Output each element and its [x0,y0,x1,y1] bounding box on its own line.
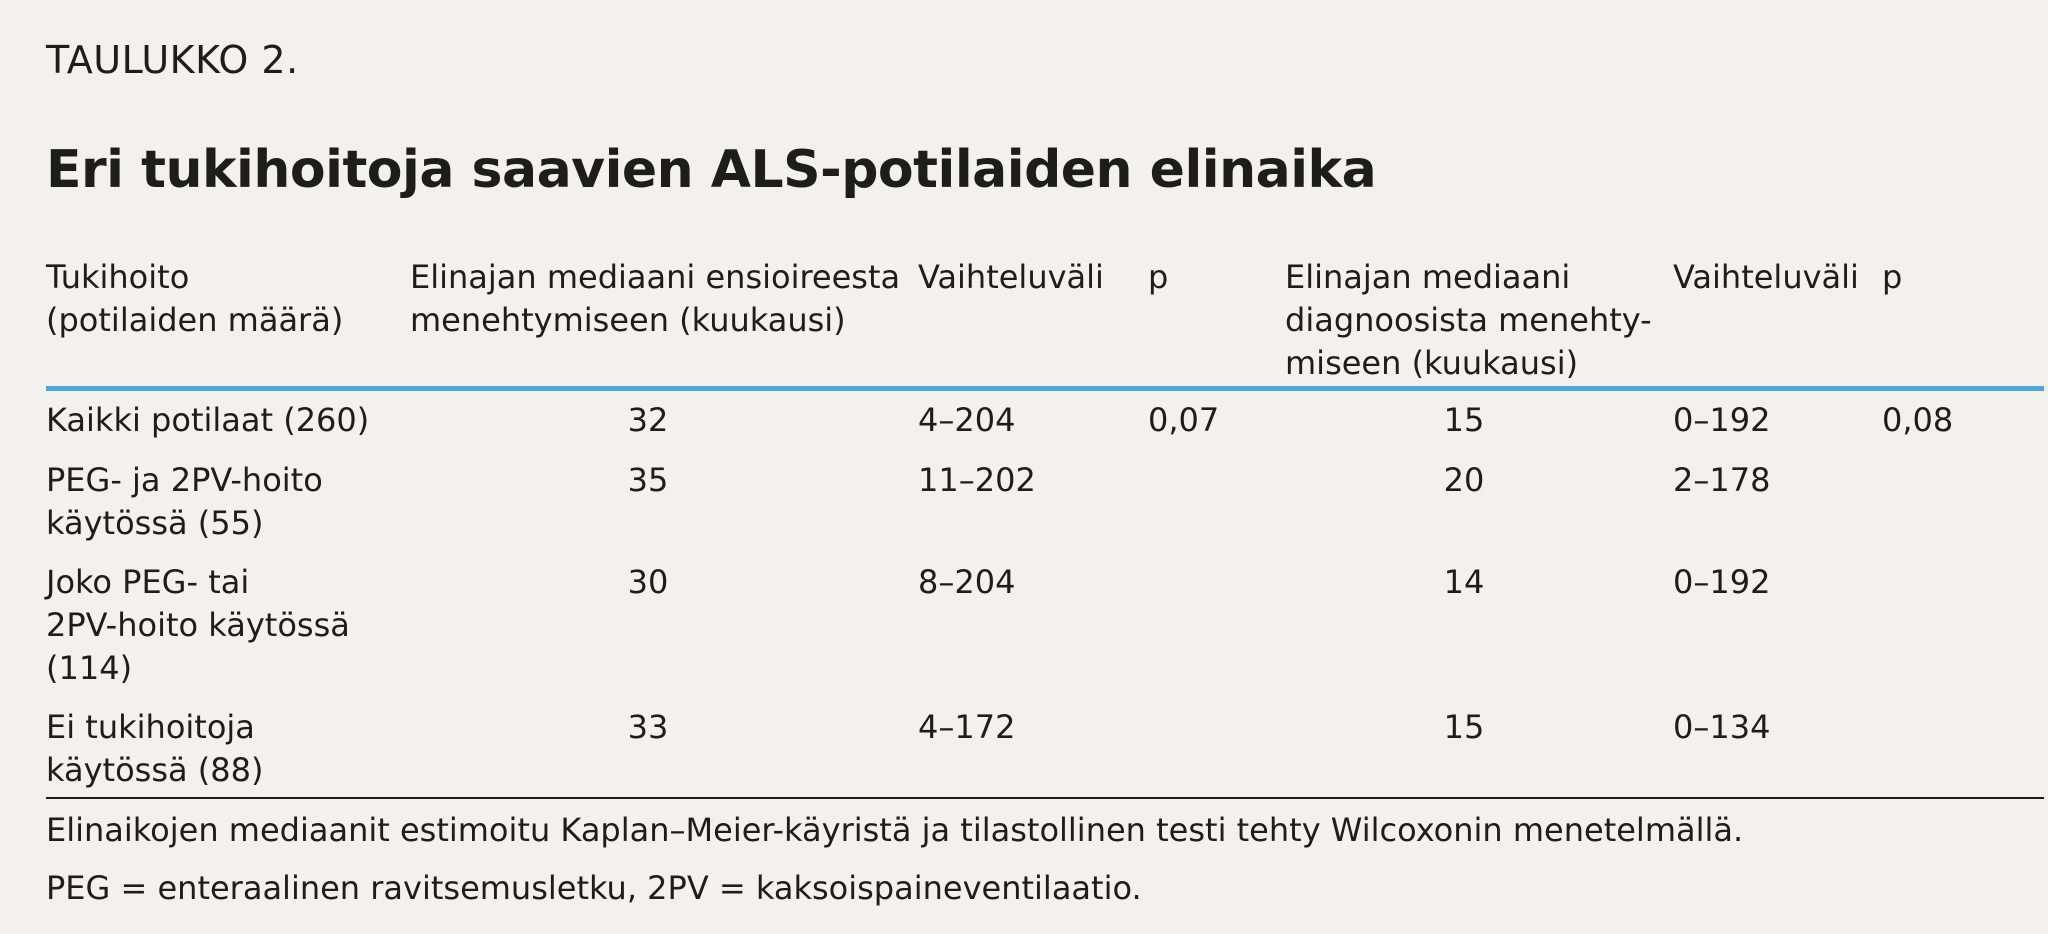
row-either-range-onset: 8–204 [918,563,1016,601]
header-range-onset: Vaihteluväli [918,258,1104,296]
row-both-range-onset: 11–202 [918,461,1036,499]
row-both-median-onset: 35 [627,461,669,499]
row-all-median-onset: 32 [627,401,669,439]
header-p-onset: p [1148,258,1169,296]
row-all-median-diagnosis: 15 [1443,401,1485,439]
row-none-range-onset: 4–172 [918,708,1016,746]
row-none-median-diagnosis: 15 [1443,708,1485,746]
row-all-treatment: Kaikki potilaat (260) [46,401,370,439]
row-none-range-diagnosis: 0–134 [1673,708,1771,746]
row-all-p-diagnosis: 0,08 [1882,401,1954,439]
table-title: Eri tukihoitoja saavien ALS-potilaiden e… [46,140,1377,200]
footnote-method: Elinaikojen mediaanit estimoitu Kaplan–M… [46,811,1744,849]
row-either-range-diagnosis: 0–192 [1673,563,1771,601]
row-both-range-diagnosis: 2–178 [1673,461,1771,499]
row-all-range-onset: 4–204 [918,401,1016,439]
header-divider [46,386,2044,391]
header-treatment: Tukihoito (potilaiden määrä) [46,258,344,339]
row-both-treatment: PEG- ja 2PV-hoito käytössä (55) [46,461,323,542]
row-either-treatment: Joko PEG- tai 2PV-hoito käytössä (114) [46,563,350,687]
row-all-p-onset: 0,07 [1148,401,1220,439]
header-median-onset: Elinajan mediaani ensioireesta menehtymi… [410,258,901,339]
header-range-diagnosis: Vaihteluväli [1673,258,1859,296]
table-number: TAULUKKO 2. [46,38,299,82]
row-none-treatment: Ei tukihoitoja käytössä (88) [46,708,264,789]
row-either-median-onset: 30 [627,563,669,601]
header-p-diagnosis: p [1882,258,1903,296]
footnote-abbreviations: PEG = enteraalinen ravitsemusletku, 2PV … [46,869,1142,907]
row-none-median-onset: 33 [627,708,669,746]
footer-divider [46,797,2044,799]
row-all-range-diagnosis: 0–192 [1673,401,1771,439]
row-both-median-diagnosis: 20 [1443,461,1485,499]
header-median-diagnosis: Elinajan mediaani diagnoosista menehty- … [1285,258,1652,382]
row-either-median-diagnosis: 14 [1443,563,1485,601]
